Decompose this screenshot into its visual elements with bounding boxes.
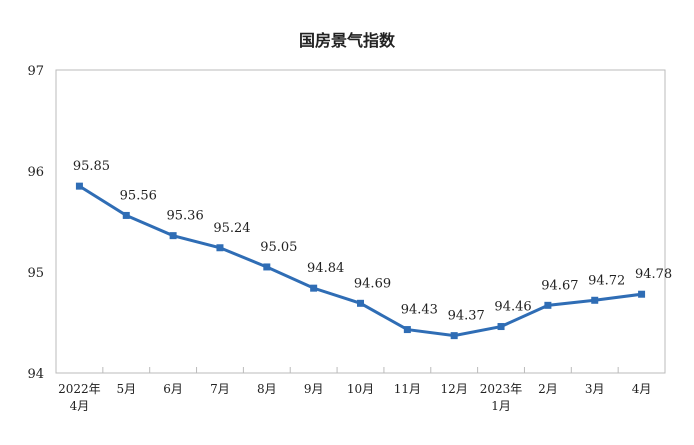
x-tick-label: 9月: [304, 382, 324, 396]
data-point-marker: [638, 290, 646, 298]
x-tick-label: 11月: [394, 382, 421, 396]
data-point-marker: [497, 323, 505, 331]
data-label: 94.72: [588, 273, 625, 288]
x-tick-label: 5月: [116, 382, 136, 396]
data-point-marker: [75, 182, 83, 190]
data-label: 95.85: [73, 159, 110, 174]
data-point-marker: [263, 263, 271, 271]
data-label: 94.37: [448, 309, 485, 324]
y-tick-label: 94: [27, 367, 44, 382]
chart-title: 国房景气指数: [299, 31, 396, 50]
data-label: 94.67: [541, 278, 578, 293]
data-label: 94.78: [635, 267, 672, 282]
data-label: 94.84: [307, 261, 344, 276]
data-label: 94.46: [494, 300, 531, 315]
x-tick-label: 2022年 4月: [58, 382, 101, 413]
x-tick-label: 4月: [632, 382, 652, 396]
x-tick-label: 12月: [441, 382, 468, 396]
x-tick-label: 6月: [163, 382, 183, 396]
x-tick-label: 10月: [347, 382, 374, 396]
y-tick-label: 95: [27, 266, 44, 281]
data-label: 94.43: [401, 303, 438, 318]
data-point-marker: [169, 232, 177, 240]
data-label: 95.24: [213, 221, 250, 236]
data-label: 94.69: [354, 276, 391, 291]
data-label: 95.56: [120, 188, 157, 203]
y-tick-label: 97: [27, 64, 44, 79]
data-label: 95.05: [260, 240, 297, 255]
series-line: [78, 184, 642, 338]
data-point-marker: [122, 211, 130, 219]
x-tick-label: 3月: [585, 382, 605, 396]
data-point-marker: [450, 332, 458, 340]
data-point-marker: [403, 326, 411, 334]
data-point-marker: [216, 244, 224, 252]
x-tick-label: 2023年 1月: [480, 382, 523, 413]
x-tick-label: 7月: [210, 382, 230, 396]
y-tick-label: 96: [27, 165, 44, 180]
data-point-marker: [591, 296, 599, 304]
data-point-marker: [310, 284, 318, 292]
x-tick-label: 2月: [538, 382, 558, 396]
data-point-marker: [544, 301, 552, 309]
plot-area: [55, 69, 666, 374]
x-tick-label: 8月: [257, 382, 277, 396]
data-point-marker: [357, 299, 364, 307]
data-label: 95.36: [167, 209, 204, 224]
